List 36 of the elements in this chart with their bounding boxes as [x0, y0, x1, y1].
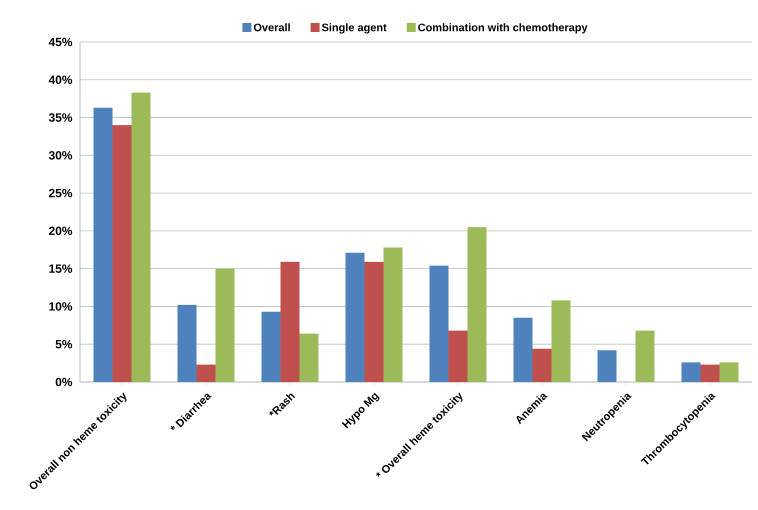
legend-label: Combination with chemotherapy — [418, 23, 588, 34]
bar — [448, 330, 468, 382]
bar — [178, 304, 197, 382]
bar — [468, 227, 487, 382]
y-tick-label: 15% — [49, 264, 72, 273]
bar — [280, 262, 300, 382]
bar — [430, 266, 449, 382]
legend-label: Single agent — [322, 23, 387, 34]
y-tick-label: 30% — [48, 151, 72, 160]
y-tick-label: 25% — [48, 188, 72, 198]
bar — [636, 330, 654, 382]
bar — [346, 252, 365, 382]
bar — [364, 262, 384, 382]
bar — [132, 92, 151, 382]
bar — [598, 350, 616, 382]
y-tick-label: 45% — [48, 38, 72, 46]
legend-label: Overall — [254, 23, 290, 32]
bar — [514, 318, 533, 382]
y-tick-label: 35% — [48, 113, 72, 122]
bar — [720, 362, 738, 382]
y-tick-label: 40% — [48, 76, 72, 84]
bar — [700, 364, 720, 382]
y-tick-label: 10% — [49, 302, 72, 311]
bar — [552, 300, 571, 382]
bar — [532, 348, 552, 382]
bar — [262, 312, 281, 382]
y-tick-label: 0% — [56, 378, 72, 386]
bar — [94, 108, 113, 382]
bar — [384, 247, 403, 382]
bar — [682, 362, 700, 382]
bar — [112, 125, 132, 382]
bar — [216, 268, 235, 382]
y-tick-label: 20% — [48, 226, 72, 236]
y-tick-label: 5% — [56, 340, 72, 348]
bar — [300, 334, 319, 382]
bar — [196, 364, 216, 382]
